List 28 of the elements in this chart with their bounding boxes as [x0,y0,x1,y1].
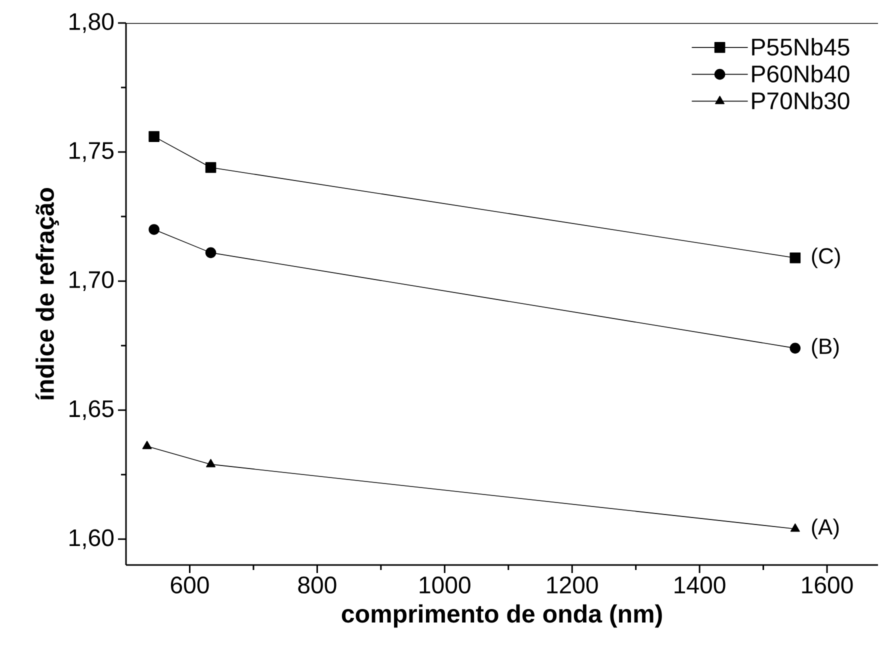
legend-label: P55Nb45 [752,38,850,56]
x-tick-label: 1000 [420,576,470,594]
y-tick-label: 1,65 [70,400,114,420]
y-tick-label: 1,60 [70,529,114,550]
x-tick-label: 1400 [674,576,726,594]
y-tick-label: 1,75 [70,142,114,162]
point [205,162,216,173]
point [790,342,801,354]
point [206,458,216,468]
point [205,247,216,258]
x-tick-label: 1200 [547,576,598,594]
point [790,252,801,264]
x-tick-label: 600 [170,576,209,594]
y-tick-label: 1,70 [70,271,114,291]
legend-label: P60Nb40 [752,64,850,83]
point [142,440,152,450]
annotation: (A) [812,518,839,540]
annotation: (B) [812,338,839,358]
legend-label: P70Nb30 [752,92,850,110]
x-tick-label: 1600 [802,576,853,594]
x-tick-label: 800 [298,576,336,594]
y-tick-label: 1,80 [70,13,114,33]
y-axis-title: índice de refração [35,188,59,400]
point [148,224,160,235]
annotation: (C) [812,248,840,268]
point [790,523,800,532]
x-axis-title: comprimento de onda (nm) [342,604,662,628]
point [148,131,160,142]
